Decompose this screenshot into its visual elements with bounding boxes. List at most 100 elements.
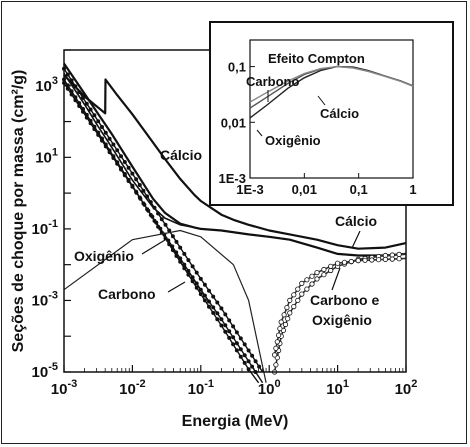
series-5-marker bbox=[198, 276, 203, 281]
series-line-3 bbox=[63, 73, 407, 257]
series-6-marker bbox=[167, 242, 172, 247]
series-6-marker bbox=[174, 253, 179, 258]
annotation-calcio-pair: Cálcio bbox=[335, 213, 377, 229]
inset-plot-frame bbox=[249, 39, 414, 179]
x-tick-label: 10-2 bbox=[119, 378, 145, 398]
series-7-marker bbox=[295, 297, 301, 303]
series-6-marker bbox=[231, 342, 236, 347]
series-5-marker bbox=[141, 188, 146, 193]
series-6-marker bbox=[152, 218, 157, 223]
series-8-marker bbox=[389, 256, 395, 262]
series-5-marker bbox=[194, 270, 199, 275]
series-5-marker bbox=[202, 282, 207, 287]
series-8-marker bbox=[304, 277, 310, 283]
series-5-marker bbox=[159, 217, 164, 222]
inset-y-tick-label: 1E-3 bbox=[219, 171, 246, 186]
series-8-marker bbox=[328, 263, 334, 269]
annotation-oxigenio-pair: Oxigênio bbox=[312, 312, 372, 328]
series-5-marker bbox=[84, 101, 89, 106]
y-tick-label: 10-1 bbox=[32, 218, 58, 238]
series-5-marker bbox=[103, 130, 108, 135]
series-8-marker bbox=[273, 345, 279, 351]
series-7-marker bbox=[321, 272, 327, 278]
series-6-marker bbox=[111, 154, 116, 159]
series-6-marker bbox=[88, 118, 93, 123]
annotation-oxigenio-main: Oxigênio bbox=[74, 248, 134, 264]
series-7-marker bbox=[328, 267, 334, 274]
inset-annotation-carbono: Carbono bbox=[246, 74, 300, 89]
series-6-marker bbox=[178, 259, 183, 264]
inset-series-line-3 bbox=[249, 65, 414, 103]
y-tick-label: 103 bbox=[35, 75, 58, 95]
series-6-marker bbox=[92, 124, 97, 129]
series-5-marker bbox=[119, 154, 124, 159]
series-7-marker bbox=[396, 251, 402, 257]
series-5-marker bbox=[88, 107, 93, 112]
series-6-marker bbox=[238, 354, 243, 359]
series-5-marker bbox=[178, 245, 183, 250]
series-5-marker bbox=[156, 211, 161, 216]
inset-title: Efeito Compton bbox=[268, 51, 365, 66]
series-4-marker bbox=[215, 311, 220, 316]
series-5-marker bbox=[73, 84, 78, 89]
annotation-carbono-main: Carbono bbox=[98, 286, 156, 302]
series-7-marker bbox=[304, 286, 310, 292]
annotation-pointers bbox=[141, 230, 361, 293]
y-tick-label: 10-3 bbox=[32, 289, 58, 309]
series-5-marker bbox=[100, 125, 105, 130]
series-6-marker bbox=[227, 335, 232, 340]
inset-ticks-layer: 1E-3 0,01 0,1 1 1E-3 0,01 0,1 bbox=[219, 60, 417, 197]
series-5-marker bbox=[152, 205, 157, 210]
series-line-1 bbox=[63, 74, 407, 250]
x-tick-label: 102 bbox=[395, 378, 418, 398]
series-4-marker bbox=[198, 287, 203, 292]
inset-pointers bbox=[256, 90, 326, 137]
series-4-marker bbox=[194, 281, 199, 286]
series-5-marker bbox=[126, 165, 131, 170]
series-5-marker bbox=[81, 95, 86, 100]
series-8-marker bbox=[291, 292, 297, 298]
x-tick-label: 100 bbox=[258, 378, 281, 398]
series-4-marker bbox=[227, 329, 232, 334]
series-5-marker bbox=[96, 119, 101, 124]
series-4-marker bbox=[250, 364, 255, 369]
series-5-marker bbox=[145, 194, 150, 199]
series-5-marker bbox=[137, 182, 142, 187]
inset-y-tick-label: 0,1 bbox=[228, 60, 246, 75]
series-8-marker bbox=[275, 332, 282, 338]
series-6-marker bbox=[206, 304, 211, 309]
series-6-marker bbox=[219, 323, 224, 328]
series-6-marker bbox=[103, 142, 108, 147]
series-5-marker bbox=[107, 136, 112, 141]
series-7-marker bbox=[285, 316, 291, 322]
series-8-marker bbox=[396, 256, 402, 262]
pointer-calcio-pair bbox=[351, 230, 361, 249]
series-8-marker bbox=[341, 259, 348, 265]
series-6-marker bbox=[170, 248, 175, 253]
series-8-marker bbox=[284, 304, 290, 311]
series-5-marker bbox=[130, 171, 135, 176]
inset-annotation-oxigenio: Oxigênio bbox=[265, 133, 321, 148]
inset-pointer-calcio bbox=[317, 95, 326, 106]
series-5-marker bbox=[223, 312, 228, 317]
series-6-marker bbox=[198, 292, 203, 297]
series-8-marker bbox=[309, 273, 315, 279]
series-7-marker bbox=[273, 362, 279, 368]
series-6-marker bbox=[137, 195, 142, 200]
pointer-carbono-oxigenio bbox=[331, 267, 341, 291]
pointer-carbono bbox=[167, 281, 186, 293]
series-4-marker bbox=[219, 317, 224, 322]
series-8-marker bbox=[382, 256, 388, 262]
series-8-marker bbox=[277, 325, 283, 332]
series-6-marker bbox=[211, 310, 216, 315]
series-6-marker bbox=[242, 360, 247, 365]
y-axis-title: Seções de choque por massa (cm²/g) bbox=[10, 70, 27, 353]
series-6-marker bbox=[186, 272, 191, 277]
series-6-marker bbox=[215, 317, 220, 322]
series-8-marker bbox=[362, 257, 368, 263]
series-5-marker bbox=[69, 78, 74, 83]
series-6-marker bbox=[234, 348, 239, 353]
series-5-marker bbox=[148, 200, 153, 205]
